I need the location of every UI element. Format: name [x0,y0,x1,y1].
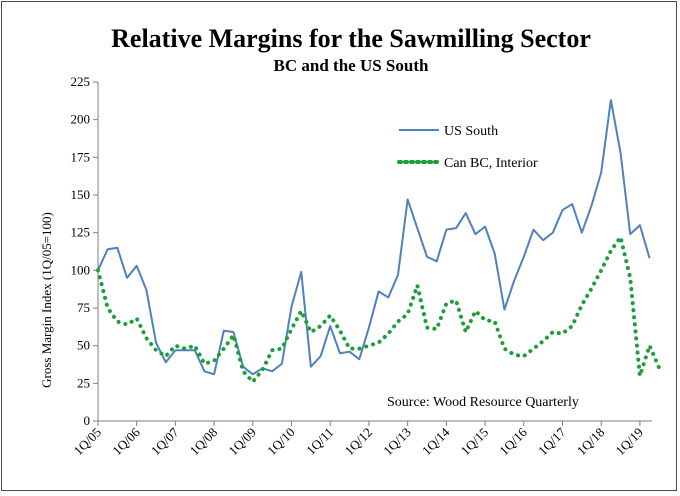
x-tick-label: 1Q/05 [71,425,105,459]
x-tick-label: 1Q/07 [148,424,182,458]
legend-label-can-bc: Can BC, Interior [444,156,538,171]
legend-box [392,108,566,193]
chart-title: Relative Margins for the Sawmilling Sect… [111,24,591,53]
y-tick-label: 125 [71,225,91,240]
x-tick-label: 1Q/15 [458,425,492,459]
x-tick-label: 1Q/08 [187,425,221,459]
y-tick-label: 225 [71,74,91,89]
source-note: Source: Wood Resource Quarterly [387,395,579,410]
x-tick-label: 1Q/13 [380,425,414,459]
y-tick-label: 50 [77,338,90,353]
y-tick-label: 75 [77,300,90,315]
series-line-can-bc-interior [96,235,662,384]
series-line-us-south [97,99,651,376]
y-tick-label: 100 [71,262,91,277]
x-tick-label: 1Q/14 [419,424,453,458]
y-axis-title: Gross Margin Index (1Q/05=100) [39,212,54,388]
x-tick-label: 1Q/19 [612,425,646,459]
y-tick-label: 150 [71,187,91,202]
y-tick-label: 0 [84,413,91,428]
x-tick-label: 1Q/17 [535,424,569,458]
legend-label-us-south: US South [444,124,498,139]
x-tick-label: 1Q/16 [496,424,530,458]
x-tick-label: 1Q/09 [225,425,259,459]
y-tick-label: 200 [71,112,91,127]
y-tick-label: 175 [71,149,91,164]
x-tick-label: 1Q/10 [264,425,298,459]
x-tick-label: 1Q/18 [574,425,608,459]
legend: US South Can BC, Interior [392,108,566,193]
y-tick-label: 25 [77,375,90,390]
chart-subtitle: BC and the US South [274,56,429,75]
x-tick-label: 1Q/06 [109,424,143,458]
x-tick-label: 1Q/12 [341,425,375,459]
x-tick-label: 1Q/11 [303,425,336,458]
